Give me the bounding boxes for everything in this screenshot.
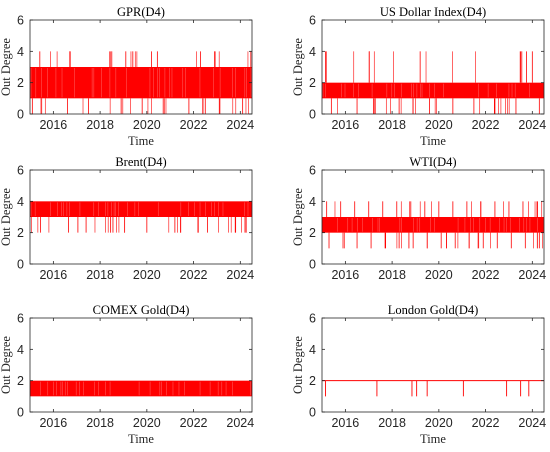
y-axis-title: Out Degree [291,336,305,394]
y-axis-title: Out Degree [0,336,13,394]
x-tick-label: 2018 [86,268,114,282]
y-tick-label: 2 [309,76,316,90]
x-tick-label: 2020 [425,416,453,430]
x-tick-label: 2016 [39,118,67,132]
y-tick-label: 0 [309,406,316,420]
y-tick-label: 0 [309,258,316,272]
panel-3: 2016 2018 2020 2022 2024 0 2 4 6 Brent(D4) Out Deg… [0,155,254,282]
y-tick-label: 4 [17,343,24,357]
x-tick-label: 2024 [518,268,546,282]
y-tick-label: 4 [309,195,316,209]
x-tick-label: 2022 [180,416,208,430]
y-tick-label: 0 [17,108,24,122]
x-tick-label: 2016 [39,416,67,430]
x-tick-label: 2024 [518,416,546,430]
y-tick-label: 6 [309,14,316,28]
x-tick-label: 2020 [425,118,453,132]
y-tick-label: 6 [17,312,24,326]
panel-5: 2016 2018 2020 2022 2024 0 2 4 6 COMEX Gold(D4) Ou… [0,303,254,446]
x-tick-label: 2016 [331,118,359,132]
panel-title: COMEX Gold(D4) [93,303,190,317]
x-tick-label: 2020 [133,118,161,132]
series-line [322,380,544,397]
plot-frame [321,169,545,265]
plot-frame [321,317,545,413]
x-tick-label: 2016 [39,268,67,282]
series-line [322,51,544,114]
x-axis-title: Time [128,432,154,446]
y-tick-label: 0 [17,406,24,420]
panel-title: Brent(D4) [115,155,166,169]
panel-title: GPR(D4) [117,5,165,19]
x-tick-label: 2018 [378,268,406,282]
y-tick-label: 0 [309,108,316,122]
series-line [322,201,544,249]
series-band [30,201,252,217]
series-band [322,217,544,233]
x-tick-label: 2018 [378,118,406,132]
panel-6: 2016 2018 2020 2022 2024 0 2 4 6 London Gold(D4) O… [291,303,546,446]
panel-title: London Gold(D4) [388,303,479,317]
x-tick-label: 2020 [133,416,161,430]
x-tick-label: 2018 [86,118,114,132]
x-tick-label: 2024 [226,416,254,430]
y-tick-label: 6 [17,164,24,178]
y-tick-label: 4 [309,343,316,357]
y-tick-label: 6 [309,164,316,178]
x-tick-label: 2020 [133,268,161,282]
y-tick-label: 6 [309,312,316,326]
y-tick-label: 4 [309,45,316,59]
y-axis-title: Out Degree [0,38,13,96]
x-tick-label: 2020 [425,268,453,282]
y-axis-title: Out Degree [291,38,305,96]
y-tick-label: 4 [17,195,24,209]
x-tick-label: 2016 [331,268,359,282]
plot-frame [29,317,253,413]
y-tick-label: 2 [17,374,24,388]
panel-title: US Dollar Index(D4) [380,5,486,19]
plot-frame [29,169,253,265]
series-line [30,380,252,397]
series-band [30,380,252,397]
y-tick-label: 2 [17,76,24,90]
x-tick-label: 2024 [518,118,546,132]
x-tick-label: 2022 [180,268,208,282]
series-line [30,51,252,114]
y-tick-label: 0 [17,258,24,272]
panel-4: 2016 2018 2020 2022 2024 0 2 4 6 WTI(D4) Out Degre… [291,155,546,282]
y-tick-label: 2 [17,226,24,240]
x-tick-label: 2024 [226,118,254,132]
x-tick-label: 2018 [378,416,406,430]
x-tick-label: 2022 [472,118,500,132]
panel-1: 2016 2018 2020 2022 2024 0 2 4 6 GPR(D4) Out Degre… [0,5,254,148]
series-line [30,201,252,233]
x-axis-title: Time [420,432,446,446]
y-axis-title: Out Degree [0,188,13,246]
series-band [30,67,252,99]
x-tick-label: 2022 [472,268,500,282]
panel-2: 2016 2018 2020 2022 2024 0 2 4 6 US Dollar Index(… [291,5,546,148]
panel-title: WTI(D4) [409,155,456,169]
x-tick-label: 2022 [472,416,500,430]
x-tick-label: 2022 [180,118,208,132]
x-tick-label: 2024 [226,268,254,282]
x-tick-label: 2018 [86,416,114,430]
x-axis-title: Time [128,134,154,148]
x-tick-label: 2016 [331,416,359,430]
y-tick-label: 2 [309,374,316,388]
x-axis-title: Time [420,134,446,148]
y-tick-label: 4 [17,45,24,59]
plot-frame [321,19,545,115]
plot-frame [29,19,253,115]
y-tick-label: 2 [309,226,316,240]
series-band [322,82,544,99]
y-axis-title: Out Degree [291,188,305,246]
y-tick-label: 6 [17,14,24,28]
